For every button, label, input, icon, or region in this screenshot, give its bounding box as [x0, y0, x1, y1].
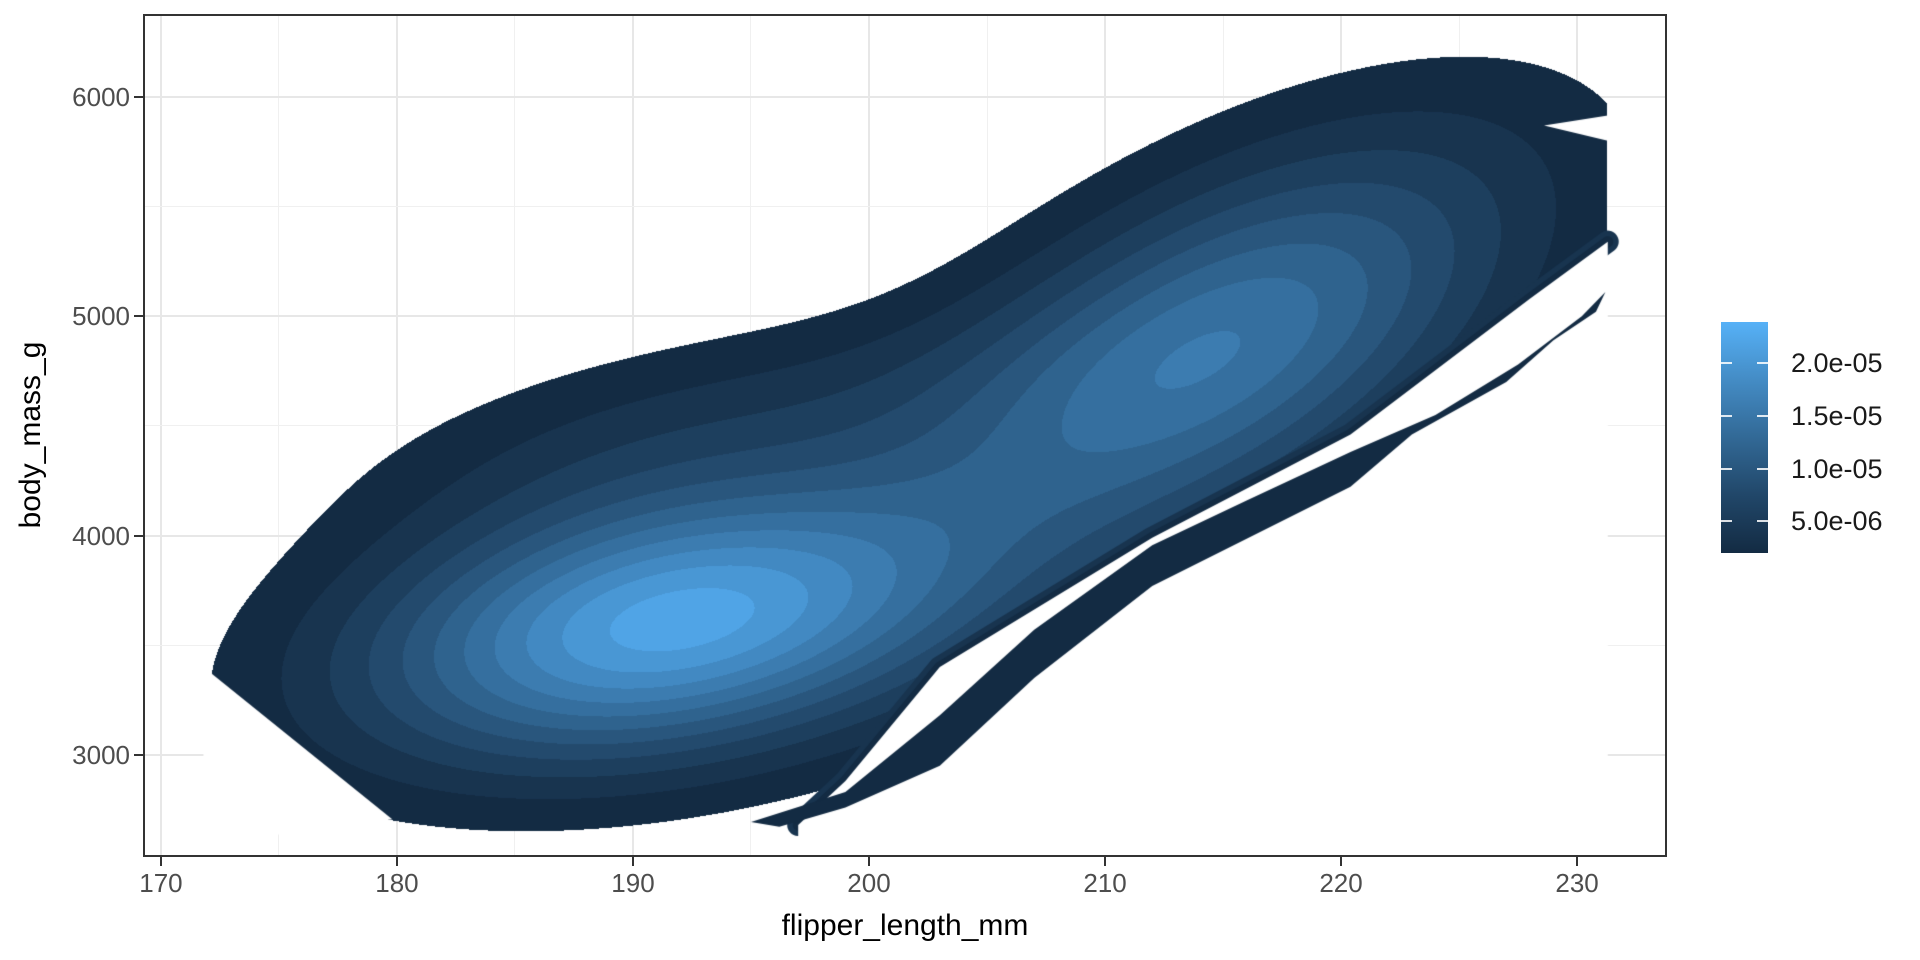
x-tick-label: 230 [1555, 868, 1599, 898]
plot-panel [143, 14, 1667, 857]
legend-tick-mark [1721, 362, 1732, 365]
x-tick-label: 200 [847, 868, 891, 898]
legend-label: 1.0e-05 [1791, 453, 1883, 484]
density-contours-canvas [143, 14, 1667, 857]
legend-tick-mark [1757, 467, 1768, 470]
legend-tick-mark [1757, 520, 1768, 523]
x-axis-title: flipper_length_mm [781, 909, 1029, 942]
legend-tick-mark [1757, 362, 1768, 365]
legend-label: 5.0e-06 [1791, 506, 1883, 537]
y-tick-mark [134, 315, 143, 318]
legend-tick-mark [1721, 467, 1732, 470]
x-tick-label: 210 [1083, 868, 1127, 898]
legend-colorbar [1721, 322, 1768, 553]
x-tick-mark [868, 857, 870, 866]
x-tick-mark [159, 857, 162, 866]
legend-tick-mark [1721, 414, 1732, 417]
y-tick-label: 6000 [72, 81, 130, 112]
x-tick-mark [631, 857, 634, 866]
x-tick-mark [395, 857, 398, 866]
y-tick-label: 3000 [72, 739, 130, 770]
x-tick-mark [1104, 857, 1107, 866]
y-axis-title: body_mass_g [14, 341, 47, 529]
legend-label: 1.5e-05 [1791, 400, 1883, 431]
x-tick-label: 170 [139, 868, 183, 898]
y-tick-mark [134, 95, 143, 98]
x-tick-mark [1340, 857, 1343, 866]
y-tick-label: 4000 [72, 520, 130, 551]
y-tick-label: 5000 [72, 301, 130, 332]
x-tick-label: 190 [611, 868, 655, 898]
x-tick-mark [1576, 857, 1579, 866]
legend-label: 2.0e-05 [1791, 348, 1883, 379]
legend-tick-mark [1721, 520, 1732, 523]
y-tick-mark [134, 753, 143, 756]
x-tick-label: 180 [375, 868, 419, 898]
y-tick-mark [134, 534, 143, 537]
x-tick-label: 220 [1319, 868, 1363, 898]
legend-tick-mark [1757, 414, 1768, 417]
